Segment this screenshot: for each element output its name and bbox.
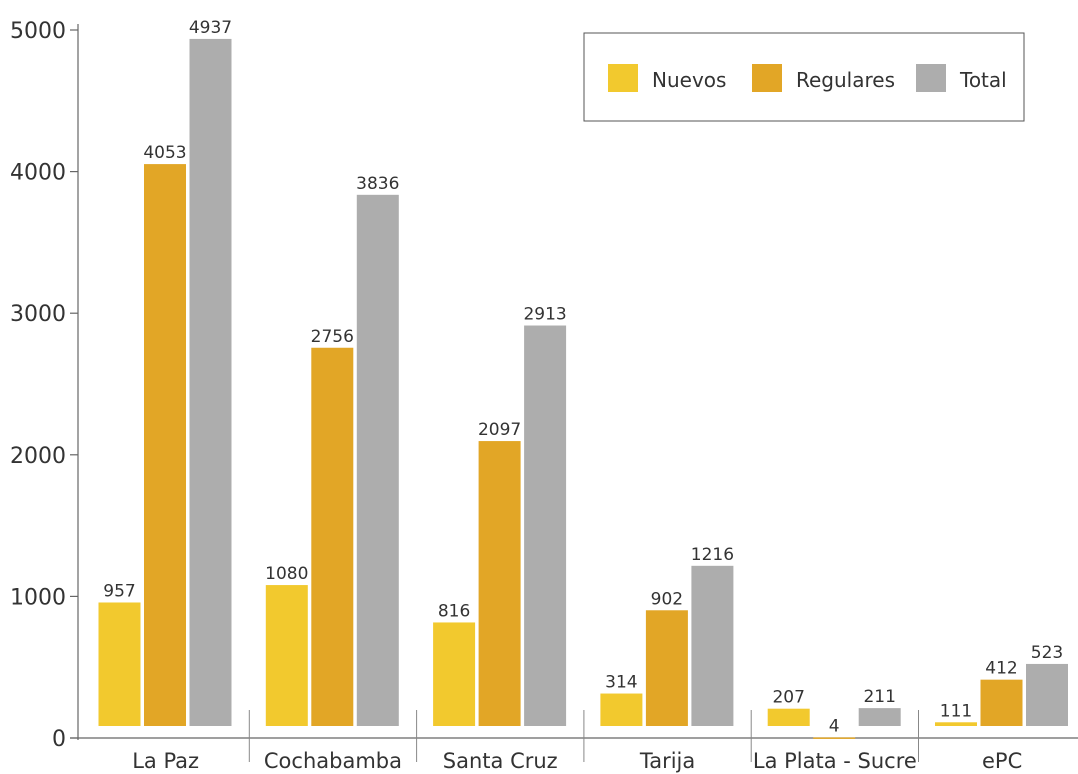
legend-swatch-nuevos <box>608 64 638 92</box>
bars <box>99 39 1069 739</box>
category-labels: La Paz Cochabamba Santa Cruz Tarija La Plata… <box>132 749 1022 773</box>
data-label: 207 <box>772 688 804 708</box>
data-label: 412 <box>985 659 1017 679</box>
category-label: Santa Cruz <box>443 749 558 773</box>
data-label: 2097 <box>478 420 521 440</box>
y-tick-label: 2000 <box>10 444 66 469</box>
bar-total-2 <box>524 326 566 726</box>
y-tick-label: 1000 <box>10 585 66 610</box>
data-label: 816 <box>438 601 470 621</box>
category-label: La Paz <box>132 749 199 773</box>
category-label: Cochabamba <box>264 749 402 773</box>
bar-total-3 <box>691 566 733 726</box>
data-label: 1080 <box>265 564 308 584</box>
data-label: 314 <box>605 673 637 693</box>
bar-regulares-2 <box>479 441 521 726</box>
legend-swatch-total <box>916 64 946 92</box>
bar-nuevos-4 <box>768 709 810 726</box>
bar-total-4 <box>859 708 901 726</box>
data-label: 111 <box>940 701 972 721</box>
y-tick-label: 0 <box>52 727 66 752</box>
legend-swatch-regulares <box>752 64 782 92</box>
legend-label: Nuevos <box>652 68 726 92</box>
bar-nuevos-3 <box>600 694 642 726</box>
data-label: 4937 <box>189 18 232 38</box>
bar-regulares-1 <box>311 348 353 726</box>
bar-total-1 <box>357 195 399 726</box>
data-labels: 957 4053 4937 1080 2756 3836 816 2097 2913 314 902… <box>103 18 1063 737</box>
legend-label: Total <box>959 68 1007 92</box>
data-label: 902 <box>651 589 683 609</box>
category-label: ePC <box>982 749 1022 773</box>
data-label: 3836 <box>356 174 399 194</box>
bar-regulares-4 <box>813 737 855 739</box>
bar-regulares-3 <box>646 610 688 726</box>
bar-regulares-0 <box>144 164 186 726</box>
data-label: 4 <box>829 716 840 736</box>
data-label: 2756 <box>311 327 354 347</box>
bar-nuevos-5 <box>935 722 977 726</box>
bar-total-5 <box>1026 664 1068 726</box>
bar-total-0 <box>190 39 232 726</box>
y-axis-ticks: 0 1000 2000 3000 4000 5000 <box>10 19 78 752</box>
legend: Nuevos Regulares Total <box>584 33 1024 121</box>
legend-label: Regulares <box>796 68 895 92</box>
category-label: Tarija <box>639 749 695 773</box>
data-label: 4053 <box>143 143 186 163</box>
y-tick-label: 5000 <box>10 19 66 44</box>
bar-nuevos-2 <box>433 622 475 726</box>
bar-regulares-5 <box>981 680 1023 726</box>
data-label: 523 <box>1031 643 1063 663</box>
y-tick-label: 4000 <box>10 161 66 186</box>
data-label: 2913 <box>523 305 566 325</box>
data-label: 957 <box>103 581 135 601</box>
y-tick-label: 3000 <box>10 302 66 327</box>
data-label: 1216 <box>691 545 734 565</box>
data-label: 211 <box>863 687 895 707</box>
category-label: La Plata - Sucre <box>753 749 917 773</box>
bar-nuevos-1 <box>266 585 308 726</box>
bar-nuevos-0 <box>99 602 141 726</box>
